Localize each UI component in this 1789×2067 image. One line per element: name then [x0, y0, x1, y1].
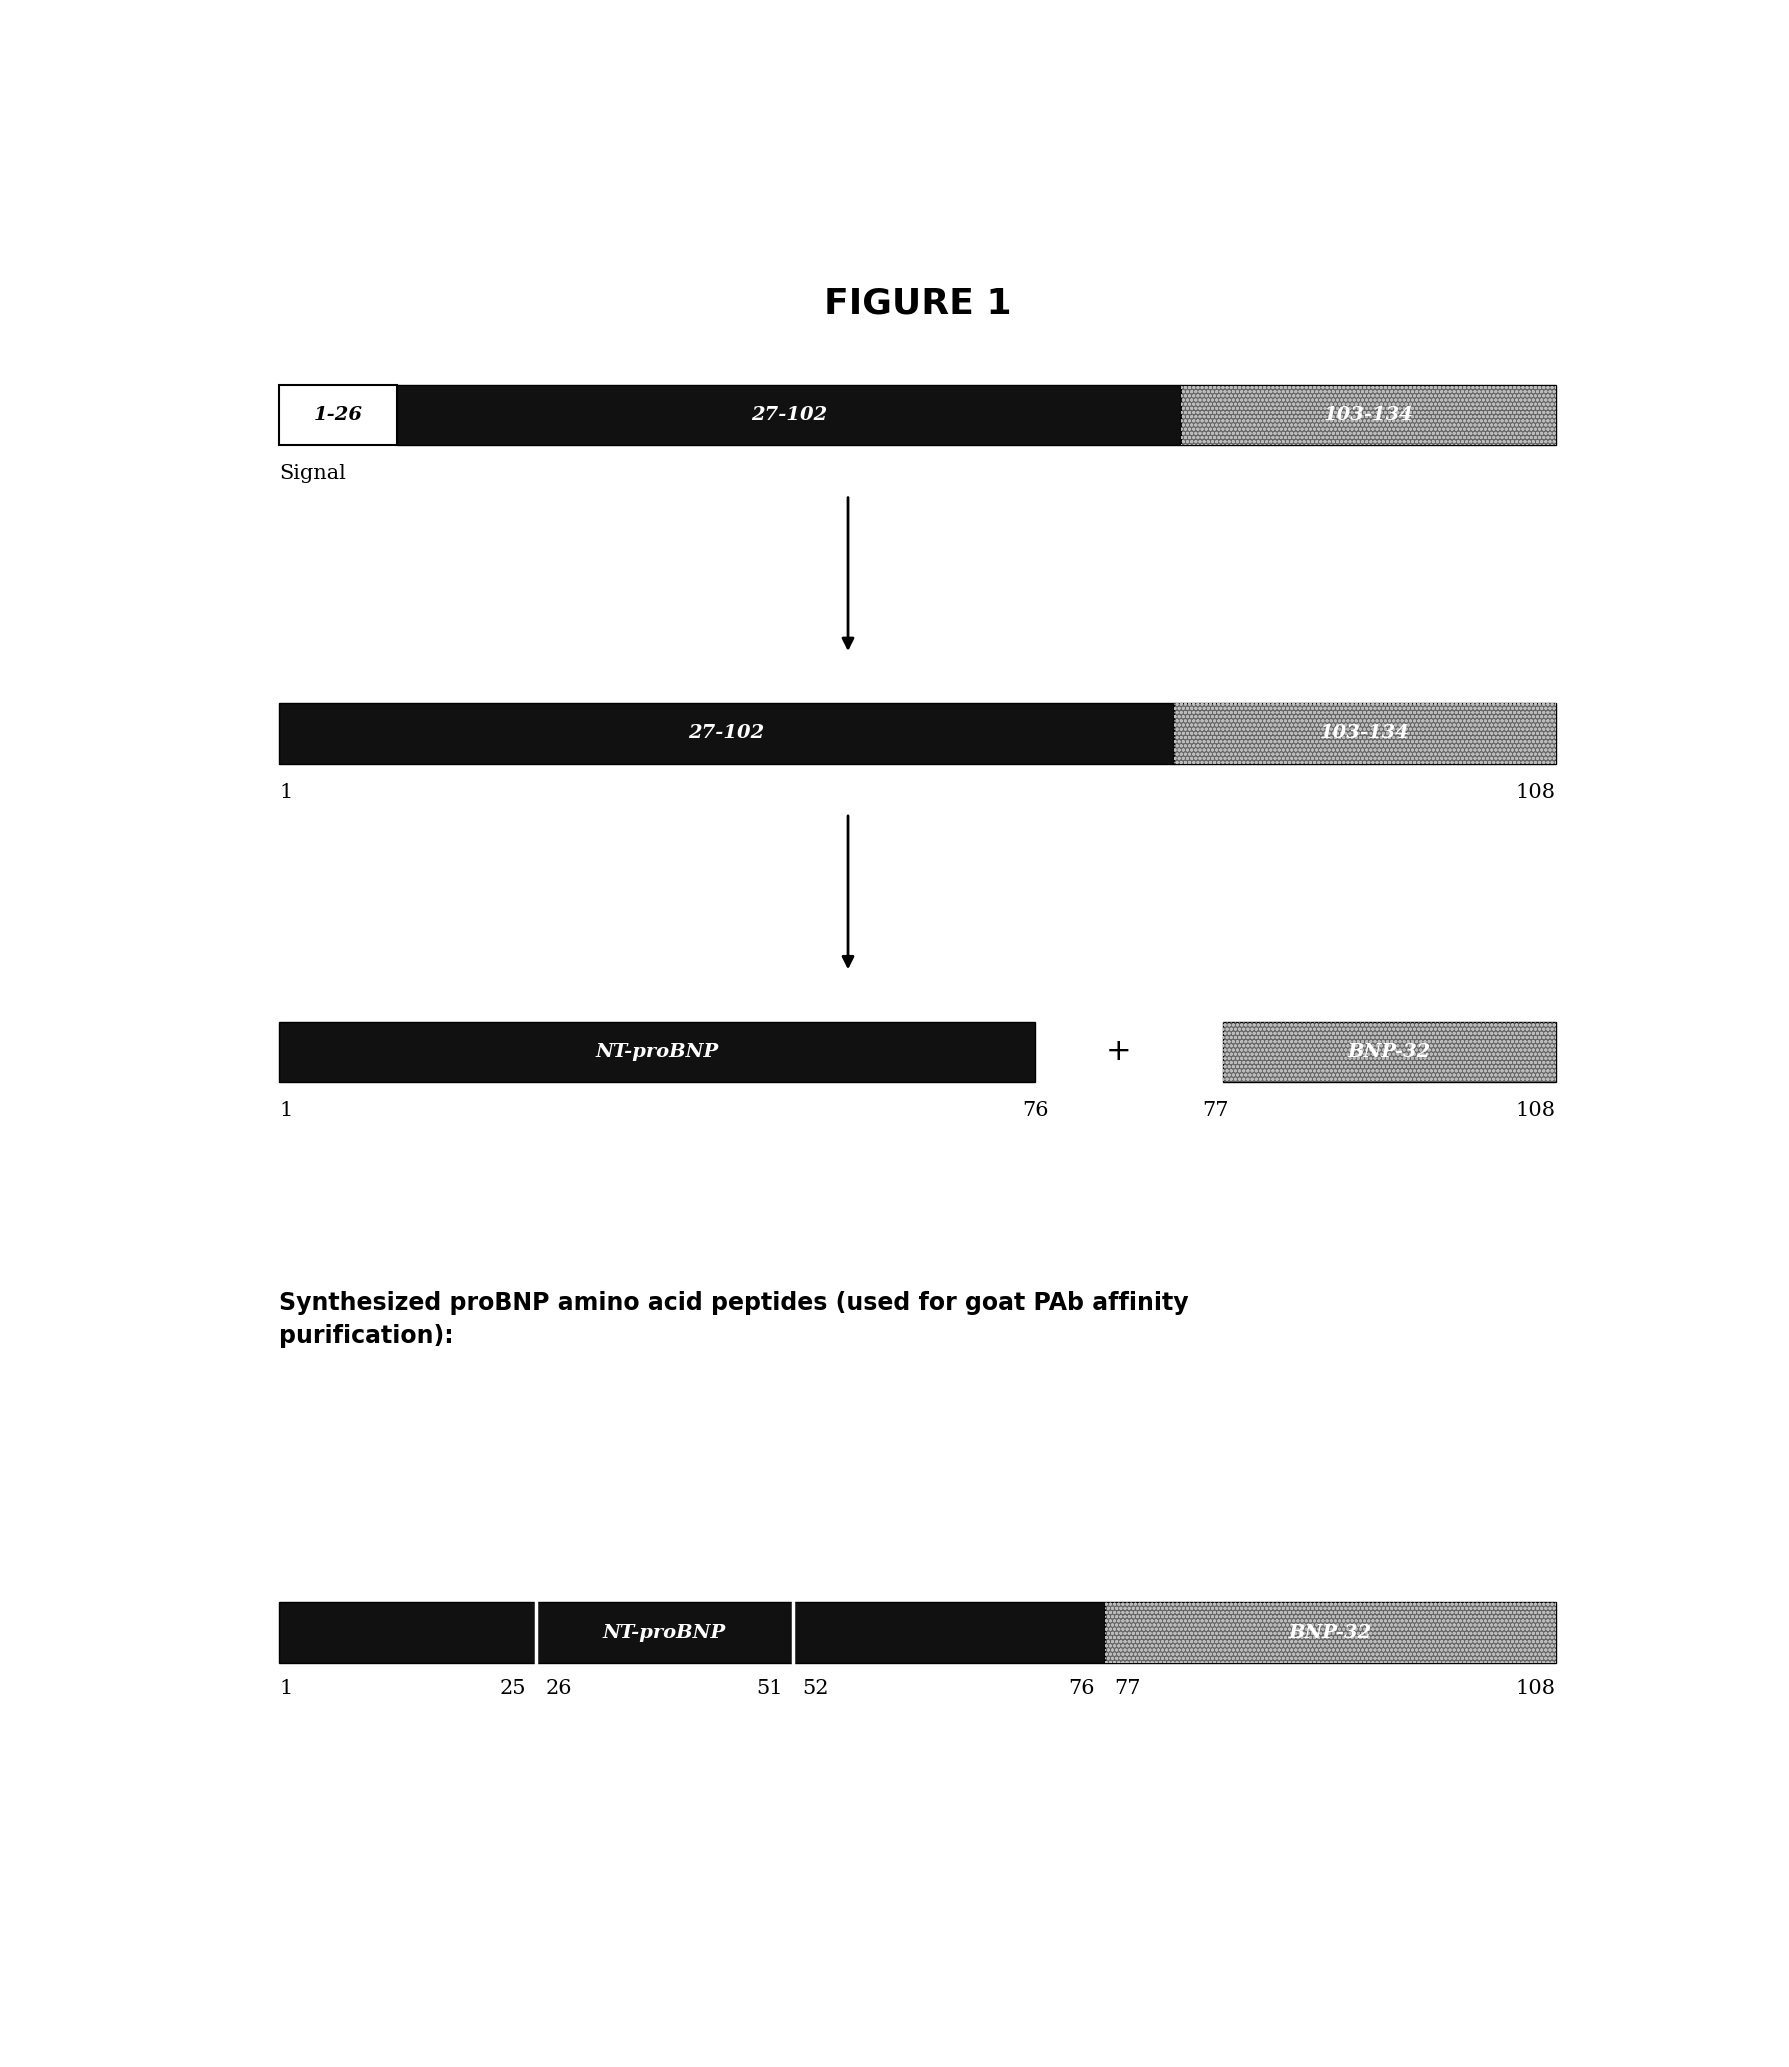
Text: 103-134: 103-134: [1318, 723, 1410, 742]
Bar: [279, 703, 1174, 763]
Text: 25: 25: [499, 1678, 526, 1697]
Text: NT-proBNP: NT-proBNP: [603, 1625, 725, 1641]
Bar: [1104, 1602, 1555, 1664]
Text: 76: 76: [1022, 1102, 1048, 1120]
Bar: [793, 1602, 1104, 1664]
Text: 1-26: 1-26: [313, 405, 363, 424]
Text: 52: 52: [801, 1678, 828, 1697]
Text: 108: 108: [1515, 783, 1555, 802]
Bar: [1222, 1021, 1555, 1081]
Text: NT-proBNP: NT-proBNP: [596, 1042, 719, 1060]
Bar: [279, 1021, 1034, 1081]
Bar: [1174, 703, 1555, 763]
Text: 76: 76: [1068, 1678, 1095, 1697]
Text: 103-134: 103-134: [1322, 405, 1412, 424]
Bar: [397, 384, 1181, 444]
Bar: [279, 1602, 535, 1664]
Text: 27-102: 27-102: [689, 723, 764, 742]
Text: 1: 1: [279, 1678, 292, 1697]
Text: 77: 77: [1115, 1678, 1140, 1697]
Text: 51: 51: [755, 1678, 782, 1697]
Bar: [1174, 703, 1555, 763]
Bar: [279, 384, 397, 444]
Bar: [1181, 384, 1555, 444]
Text: 77: 77: [1202, 1102, 1229, 1120]
Bar: [1222, 1021, 1555, 1081]
Text: 108: 108: [1515, 1678, 1555, 1697]
Text: 108: 108: [1515, 1102, 1555, 1120]
Text: 1: 1: [279, 1102, 292, 1120]
Text: Signal: Signal: [279, 465, 345, 484]
Text: +: +: [1106, 1038, 1131, 1067]
Text: BNP-32: BNP-32: [1288, 1625, 1370, 1641]
Text: 1: 1: [279, 783, 292, 802]
Text: 26: 26: [546, 1678, 572, 1697]
Text: BNP-32: BNP-32: [1347, 1042, 1429, 1060]
Text: 27-102: 27-102: [751, 405, 827, 424]
Text: Synthesized proBNP amino acid peptides (used for goat PAb affinity
purification): Synthesized proBNP amino acid peptides (…: [279, 1290, 1188, 1348]
Bar: [1181, 384, 1555, 444]
Bar: [1104, 1602, 1555, 1664]
Bar: [535, 1602, 793, 1664]
Text: FIGURE 1: FIGURE 1: [823, 287, 1011, 320]
